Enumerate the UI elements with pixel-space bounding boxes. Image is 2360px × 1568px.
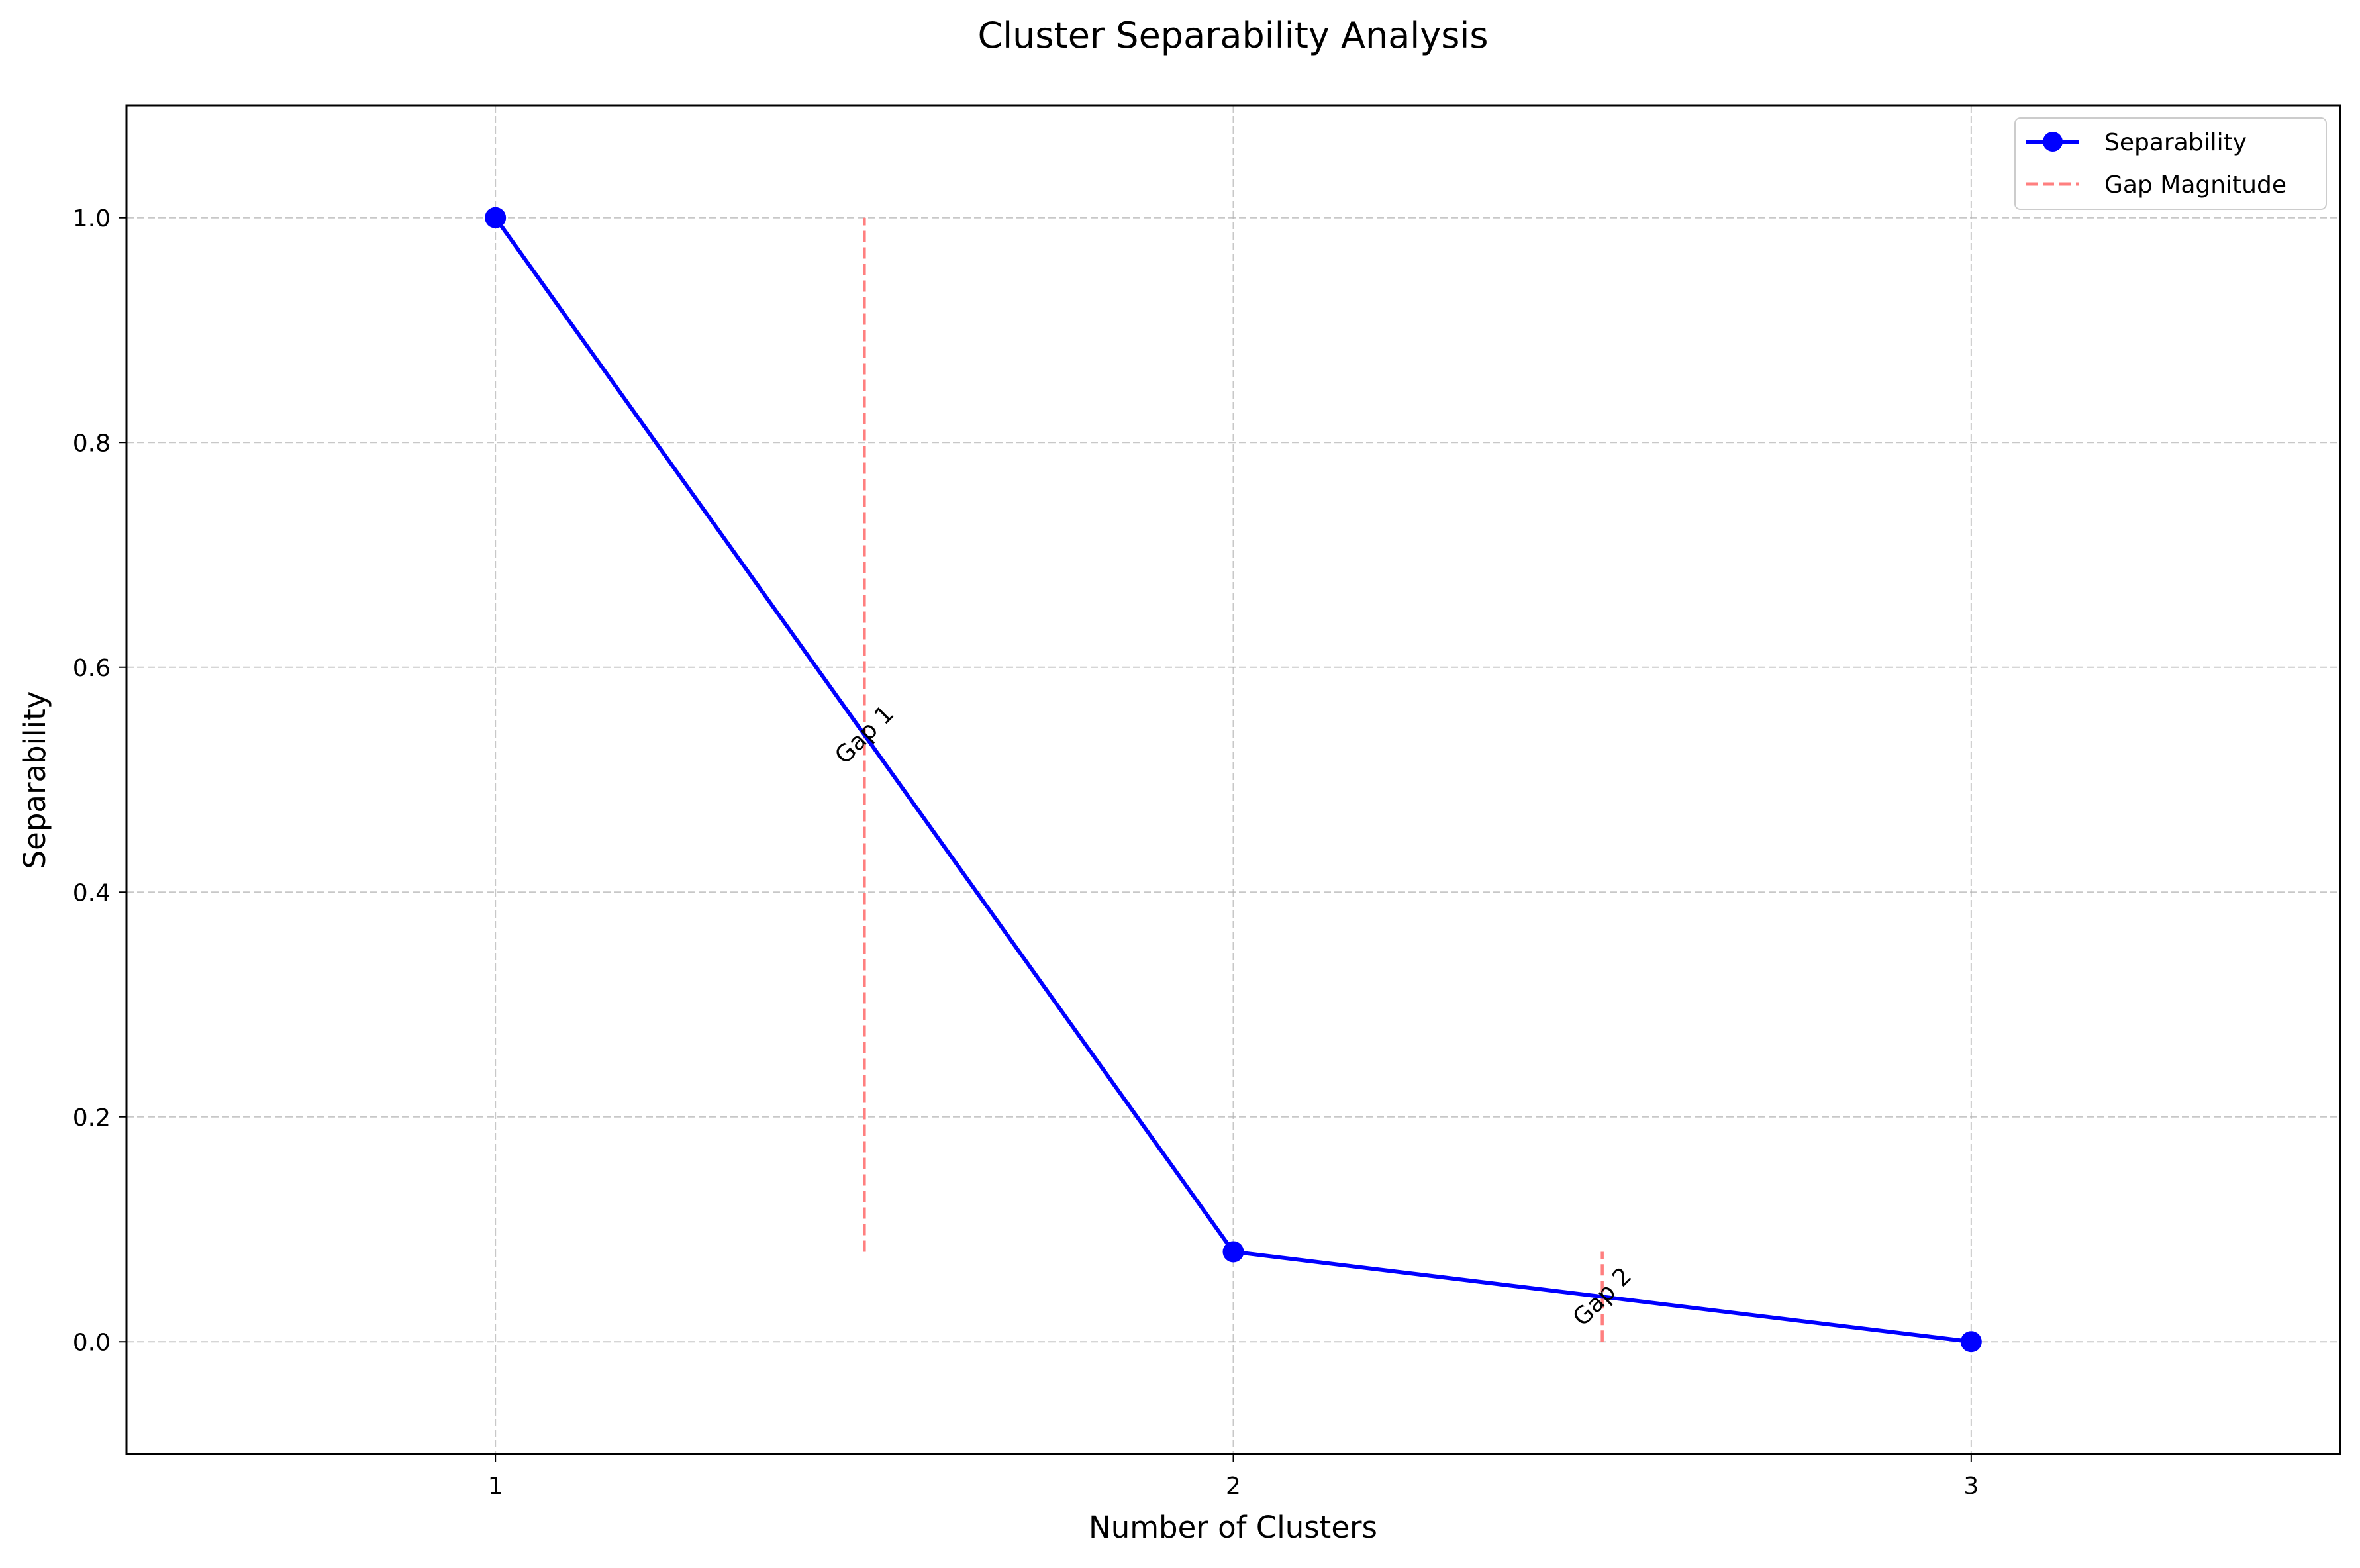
x-tick-label: 2 xyxy=(1226,1473,1241,1500)
x-axis-label: Number of Clusters xyxy=(1089,1510,1377,1545)
y-tick-label: 1.0 xyxy=(73,205,111,232)
y-tick-label: 0.8 xyxy=(73,430,111,457)
y-tick-label: 0.2 xyxy=(73,1104,111,1132)
legend-label-separability: Separability xyxy=(2104,129,2247,156)
data-point xyxy=(1222,1241,1244,1263)
grid-layer xyxy=(126,105,2340,1454)
y-tick-label: 0.0 xyxy=(73,1329,111,1356)
data-point xyxy=(1960,1331,1982,1353)
gap-label-1: Gap 1 xyxy=(830,701,899,770)
y-tick-label: 0.4 xyxy=(73,879,111,906)
legend-label-gap-magnitude: Gap Magnitude xyxy=(2104,172,2286,199)
y-tick-label: 0.6 xyxy=(73,655,111,682)
x-tick-label: 3 xyxy=(1963,1473,1979,1500)
legend-separability-marker xyxy=(2043,132,2063,152)
series-layer xyxy=(485,207,1982,1353)
x-tick-label: 1 xyxy=(488,1473,503,1500)
y-axis-label: Separability xyxy=(17,691,52,869)
data-point xyxy=(485,207,507,228)
legend-box xyxy=(2014,117,2327,210)
legend: Separability Gap Magnitude xyxy=(2014,117,2327,210)
chart-title: Cluster Separability Analysis xyxy=(977,15,1488,56)
tick-layer: 1 2 3 0.0 0.2 0.4 0.6 0.8 1.0 xyxy=(73,205,1979,1500)
